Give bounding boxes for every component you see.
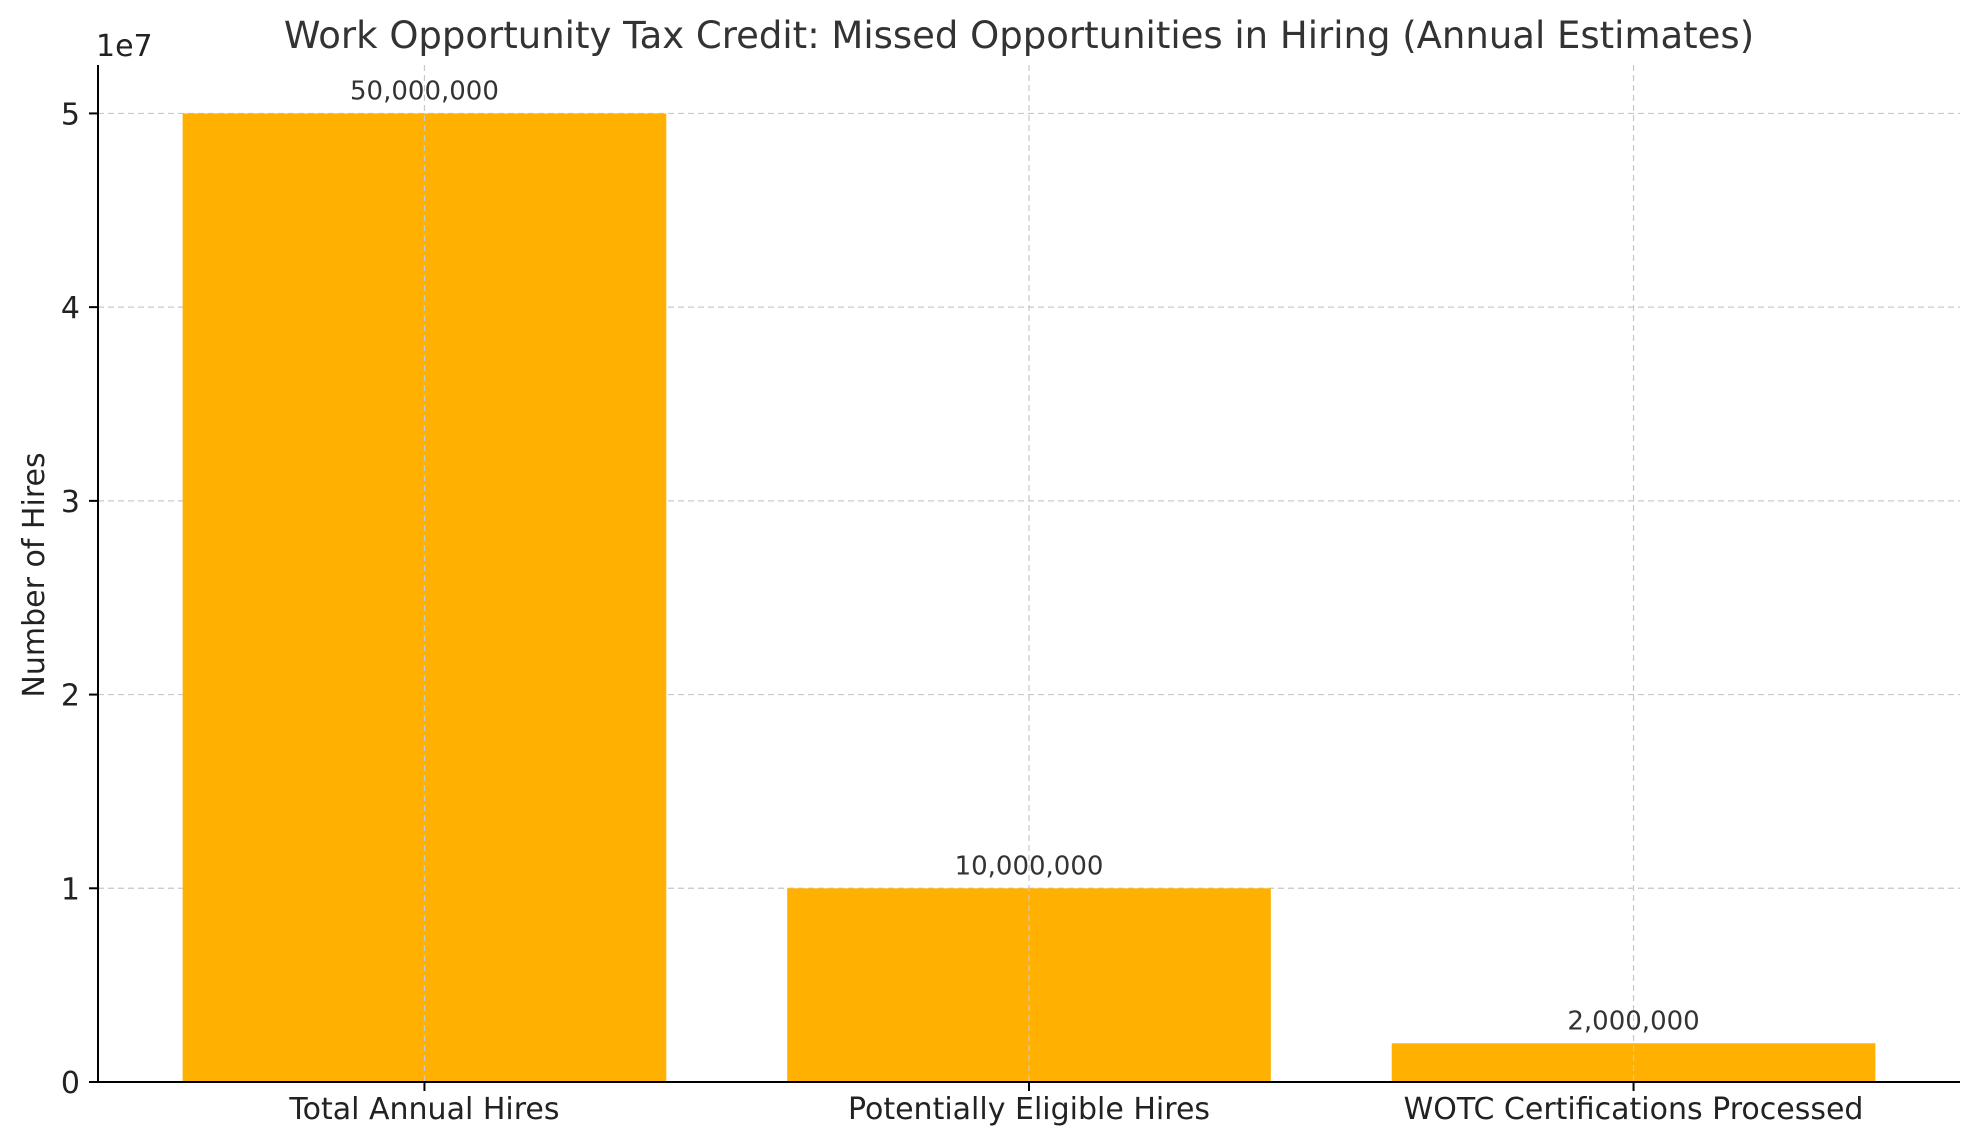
- y-axis-label: Number of Hires: [17, 452, 52, 697]
- y-tick-label: 5: [61, 97, 80, 132]
- data-label: 2,000,000: [1567, 1006, 1699, 1036]
- x-tick-label: Potentially Eligible Hires: [848, 1092, 1210, 1127]
- chart-title: Work Opportunity Tax Credit: Missed Oppo…: [284, 14, 1754, 57]
- x-tick-label: Total Annual Hires: [288, 1092, 559, 1127]
- x-tick-label: WOTC Certifications Processed: [1404, 1092, 1864, 1127]
- y-tick-label: 1: [61, 872, 80, 907]
- x-ticks: Total Annual Hires Potentially Eligible H…: [288, 1082, 1863, 1127]
- data-label: 10,000,000: [955, 851, 1104, 881]
- y-axis-offset-label: 1e7: [96, 29, 153, 64]
- data-labels: 50,000,000 10,000,000 2,000,000: [350, 76, 1700, 1036]
- y-tick-label: 2: [61, 679, 80, 714]
- y-tick-label: 4: [61, 291, 80, 326]
- y-tick-label: 0: [61, 1066, 80, 1101]
- data-label: 50,000,000: [350, 76, 499, 106]
- y-ticks: 0 1 2 3 4 5: [61, 97, 98, 1101]
- y-tick-label: 3: [61, 485, 80, 520]
